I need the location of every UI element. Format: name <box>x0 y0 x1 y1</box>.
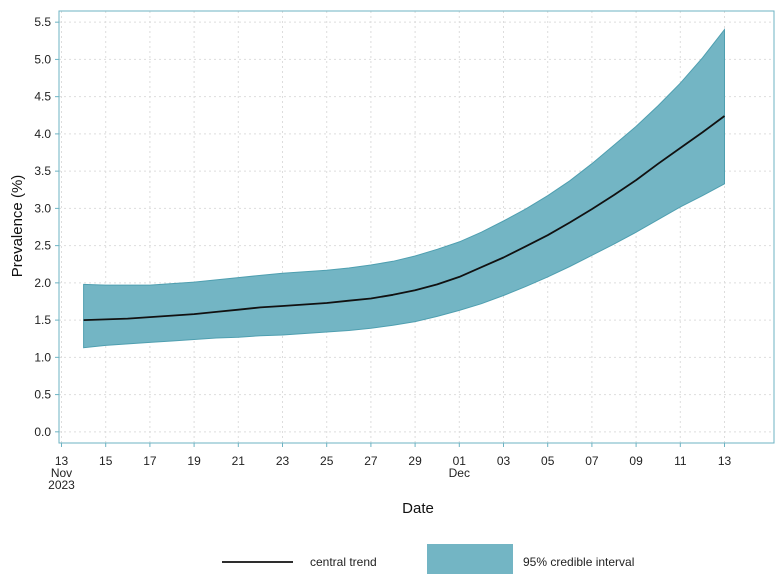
y-tick-label: 2.5 <box>34 239 51 253</box>
credible-interval-layer <box>83 28 725 349</box>
y-tick-label: 5.0 <box>34 52 51 66</box>
plot-frame <box>58 10 775 444</box>
y-tick-label: 1.0 <box>34 350 51 364</box>
x-tick-label: 21 <box>232 454 246 468</box>
legend: central trend 95% credible interval <box>222 544 634 574</box>
x-axis-title: Date <box>402 500 434 517</box>
x-tick-label: 17 <box>143 454 157 468</box>
y-axis-title: Prevalence (%) <box>9 175 26 278</box>
credible-interval-band <box>83 28 725 349</box>
legend-band-swatch <box>427 544 513 574</box>
legend-band-label: 95% credible interval <box>523 555 634 569</box>
x-tick-label: 15 <box>99 454 113 468</box>
y-axis-ticks: 0.0 0.5 1.0 1.5 2.0 2.5 3.0 3.5 4.0 4.5 5.0 5.5 <box>34 15 59 439</box>
x-tick-label: 09 <box>629 454 643 468</box>
y-tick-label: 4.5 <box>34 90 51 104</box>
y-tick-label: 5.5 <box>34 15 51 29</box>
grid-layer <box>59 11 774 443</box>
x-tick-label: 11 <box>674 454 687 468</box>
central-trend-layer <box>83 115 726 321</box>
y-tick-label: 4.0 <box>34 127 51 141</box>
central-trend-line <box>83 115 726 321</box>
x-tick-sublabel: Nov <box>51 466 72 480</box>
x-tick-label: 01 <box>453 454 467 468</box>
x-tick-label: 25 <box>320 454 334 468</box>
x-tick-label: 07 <box>585 454 599 468</box>
y-tick-label: 3.0 <box>34 201 51 215</box>
y-tick-label: 1.5 <box>34 313 51 327</box>
x-tick-label: 27 <box>364 454 378 468</box>
y-tick-label: 2.0 <box>34 276 51 290</box>
x-tick-label: 05 <box>541 454 555 468</box>
x-tick-label: 19 <box>187 454 201 468</box>
y-tick-label: 0.5 <box>34 388 51 402</box>
x-tick-label: 13 <box>718 454 732 468</box>
x-tick-label: 03 <box>497 454 511 468</box>
x-tick-label: 23 <box>276 454 290 468</box>
x-tick-sublabel: Dec <box>449 466 470 480</box>
y-tick-label: 0.0 <box>34 425 51 439</box>
y-tick-label: 3.5 <box>34 164 51 178</box>
x-tick-sublabel: 2023 <box>48 478 75 492</box>
x-tick-label: 29 <box>408 454 422 468</box>
x-tick-label: 13 <box>55 454 69 468</box>
legend-line-label: central trend <box>310 555 377 569</box>
